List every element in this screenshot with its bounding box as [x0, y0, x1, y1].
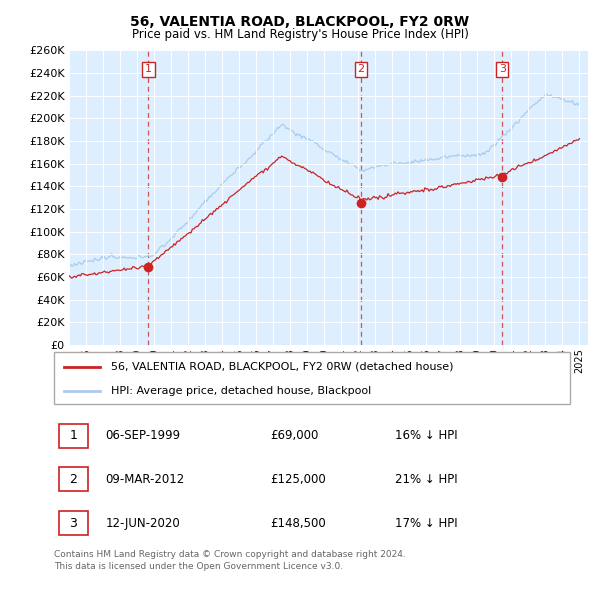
Text: 17% ↓ HPI: 17% ↓ HPI — [395, 517, 457, 530]
Text: Contains HM Land Registry data © Crown copyright and database right 2024.: Contains HM Land Registry data © Crown c… — [54, 550, 406, 559]
Text: This data is licensed under the Open Government Licence v3.0.: This data is licensed under the Open Gov… — [54, 562, 343, 571]
FancyBboxPatch shape — [59, 467, 88, 491]
Text: 3: 3 — [499, 64, 506, 74]
Text: £69,000: £69,000 — [271, 429, 319, 442]
Text: 2: 2 — [358, 64, 365, 74]
Text: 09-MAR-2012: 09-MAR-2012 — [106, 473, 185, 486]
Text: 21% ↓ HPI: 21% ↓ HPI — [395, 473, 457, 486]
Text: 12-JUN-2020: 12-JUN-2020 — [106, 517, 181, 530]
Text: 2: 2 — [70, 473, 77, 486]
Text: 06-SEP-1999: 06-SEP-1999 — [106, 429, 181, 442]
Text: 56, VALENTIA ROAD, BLACKPOOL, FY2 0RW: 56, VALENTIA ROAD, BLACKPOOL, FY2 0RW — [130, 15, 470, 29]
Text: 16% ↓ HPI: 16% ↓ HPI — [395, 429, 457, 442]
Text: 1: 1 — [70, 429, 77, 442]
FancyBboxPatch shape — [59, 424, 88, 447]
Text: £148,500: £148,500 — [271, 517, 326, 530]
FancyBboxPatch shape — [59, 511, 88, 535]
Text: 3: 3 — [70, 517, 77, 530]
Text: HPI: Average price, detached house, Blackpool: HPI: Average price, detached house, Blac… — [111, 386, 371, 396]
Text: £125,000: £125,000 — [271, 473, 326, 486]
Text: Price paid vs. HM Land Registry's House Price Index (HPI): Price paid vs. HM Land Registry's House … — [131, 28, 469, 41]
Text: 1: 1 — [145, 64, 152, 74]
Text: 56, VALENTIA ROAD, BLACKPOOL, FY2 0RW (detached house): 56, VALENTIA ROAD, BLACKPOOL, FY2 0RW (d… — [111, 362, 453, 372]
